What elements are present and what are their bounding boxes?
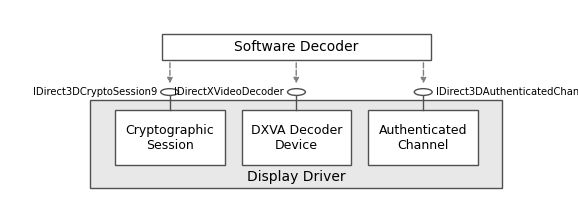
Bar xyxy=(242,110,351,165)
Circle shape xyxy=(287,89,305,95)
Circle shape xyxy=(414,89,432,95)
Bar xyxy=(115,110,224,165)
Bar xyxy=(162,34,431,60)
Circle shape xyxy=(161,89,179,95)
Text: DXVA Decoder
Device: DXVA Decoder Device xyxy=(251,124,342,152)
Bar xyxy=(90,101,502,188)
Text: IDirect3DCryptoSession9: IDirect3DCryptoSession9 xyxy=(33,87,157,97)
Text: IDirect3DAuthenticatedChannel9: IDirect3DAuthenticatedChannel9 xyxy=(436,87,578,97)
Text: Display Driver: Display Driver xyxy=(247,170,346,184)
Text: Software Decoder: Software Decoder xyxy=(234,40,358,54)
Text: IDirectXVideoDecoder: IDirectXVideoDecoder xyxy=(174,87,284,97)
Bar xyxy=(368,110,478,165)
Text: Cryptographic
Session: Cryptographic Session xyxy=(125,124,214,152)
Text: Authenticated
Channel: Authenticated Channel xyxy=(379,124,468,152)
